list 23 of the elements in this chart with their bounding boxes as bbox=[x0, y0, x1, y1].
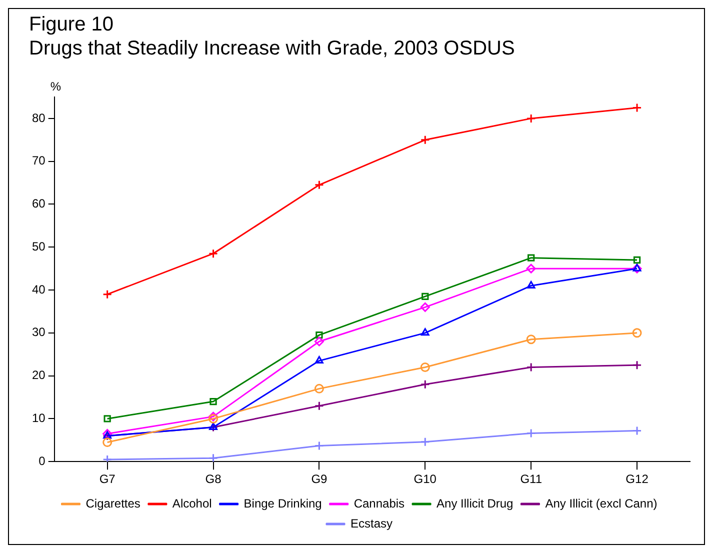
x-tick-label: G11 bbox=[520, 472, 542, 486]
chart-title: Figure 10 bbox=[29, 14, 114, 36]
x-tick-label: G10 bbox=[414, 472, 437, 486]
y-tick-label: 50 bbox=[32, 239, 46, 254]
y-tick-label: 10 bbox=[32, 411, 46, 426]
y-tick-label: 0 bbox=[38, 454, 46, 468]
y-tick-label: 80 bbox=[32, 110, 46, 125]
x-tick-label: G8 bbox=[205, 472, 222, 486]
legend-label: Alcohol bbox=[172, 496, 212, 510]
x-tick-label: G7 bbox=[99, 472, 116, 486]
y-tick-label: 60 bbox=[32, 196, 46, 211]
legend-label: Cannabis bbox=[354, 496, 405, 510]
legend-label: Any Illicit (excl Cann) bbox=[545, 496, 658, 510]
y-tick-label: 40 bbox=[32, 282, 46, 296]
legend-label: Binge Drinking bbox=[244, 496, 322, 510]
y-tick-label: 20 bbox=[32, 368, 46, 382]
y-axis-title: % bbox=[50, 79, 62, 94]
y-tick-label: 30 bbox=[32, 325, 46, 340]
legend-label: Any Illicit Drug bbox=[436, 496, 514, 510]
y-tick-label: 70 bbox=[32, 154, 46, 168]
x-tick-label: G12 bbox=[626, 472, 649, 486]
x-tick-label: G9 bbox=[311, 472, 328, 486]
legend-label: Cigarettes bbox=[86, 496, 140, 510]
